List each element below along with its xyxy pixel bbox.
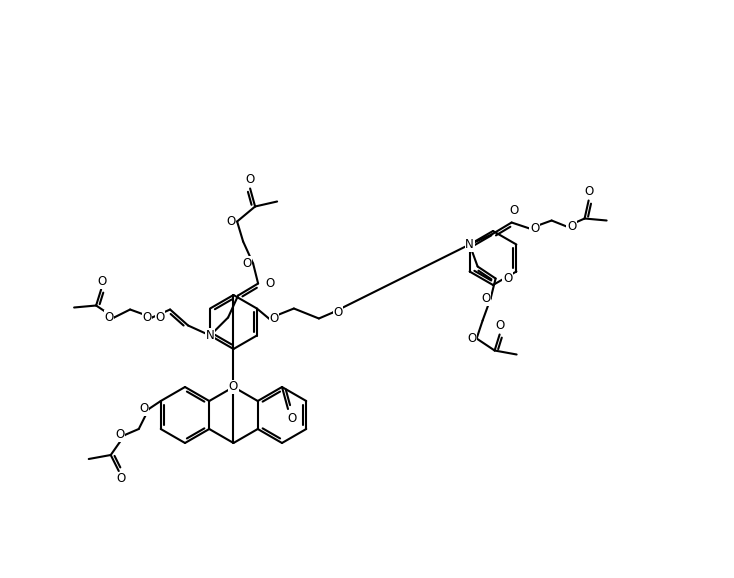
- Text: O: O: [269, 312, 278, 325]
- Text: O: O: [567, 220, 576, 233]
- Text: O: O: [584, 185, 593, 198]
- Text: O: O: [229, 380, 238, 394]
- Text: O: O: [245, 173, 255, 186]
- Text: O: O: [509, 204, 518, 217]
- Text: O: O: [104, 311, 114, 324]
- Text: O: O: [266, 277, 275, 290]
- Text: O: O: [98, 275, 106, 288]
- Text: O: O: [116, 472, 126, 486]
- Text: O: O: [503, 272, 512, 285]
- Text: O: O: [227, 215, 236, 228]
- Text: O: O: [495, 319, 504, 332]
- Text: O: O: [481, 292, 490, 305]
- Text: O: O: [467, 332, 476, 345]
- Text: O: O: [139, 402, 148, 416]
- Text: O: O: [333, 306, 343, 319]
- Text: O: O: [115, 428, 124, 442]
- Text: N: N: [206, 329, 214, 342]
- Text: O: O: [530, 222, 539, 235]
- Text: O: O: [156, 311, 164, 324]
- Text: O: O: [288, 413, 297, 425]
- Text: O: O: [242, 257, 252, 270]
- Text: N: N: [465, 238, 474, 251]
- Text: O: O: [142, 311, 152, 324]
